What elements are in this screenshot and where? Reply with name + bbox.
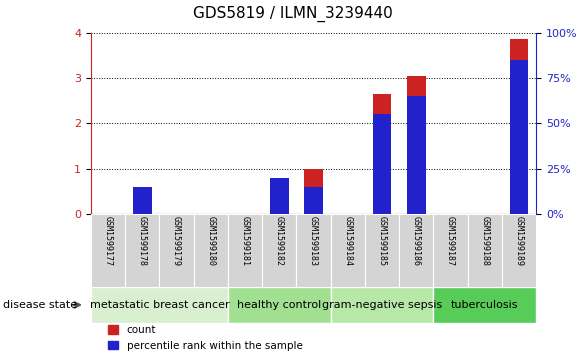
Bar [91,287,228,323]
Bar [297,214,331,287]
Text: gram-negative sepsis: gram-negative sepsis [322,300,442,310]
Text: GSM1599179: GSM1599179 [172,216,181,266]
Text: GSM1599186: GSM1599186 [412,216,421,266]
Text: GSM1599184: GSM1599184 [343,216,352,266]
Text: GSM1599177: GSM1599177 [104,216,113,266]
Bar [304,187,323,214]
Text: GDS5819 / ILMN_3239440: GDS5819 / ILMN_3239440 [193,5,393,22]
Bar [399,214,434,287]
Bar [331,287,434,323]
Bar [228,214,262,287]
Text: metastatic breast cancer: metastatic breast cancer [90,300,229,310]
Legend: count, percentile rank within the sample: count, percentile rank within the sample [108,325,302,351]
Bar [193,214,228,287]
Text: GSM1599180: GSM1599180 [206,216,215,266]
Text: GSM1599189: GSM1599189 [515,216,523,266]
Text: GSM1599187: GSM1599187 [446,216,455,266]
Bar [434,287,536,323]
Text: disease state: disease state [3,300,77,310]
Bar [133,200,152,214]
Bar [159,214,193,287]
Text: tuberculosis: tuberculosis [451,300,519,310]
Bar [270,178,289,214]
Text: GSM1599183: GSM1599183 [309,216,318,266]
Bar [304,169,323,214]
Bar [262,214,297,287]
Text: GSM1599178: GSM1599178 [138,216,146,266]
Bar [125,214,159,287]
Bar [434,214,468,287]
Text: GSM1599182: GSM1599182 [275,216,284,266]
Bar [365,214,399,287]
Bar [407,96,425,214]
Bar [407,76,425,214]
Bar [468,214,502,287]
Text: GSM1599185: GSM1599185 [377,216,387,266]
Bar [270,178,289,214]
Bar [502,214,536,287]
Text: healthy control: healthy control [237,300,321,310]
Bar [228,287,331,323]
Bar [331,214,365,287]
Bar [510,40,529,214]
Text: GSM1599181: GSM1599181 [240,216,250,266]
Bar [373,114,391,214]
Bar [133,187,152,214]
Bar [510,60,529,214]
Text: GSM1599188: GSM1599188 [481,216,489,266]
Bar [373,94,391,214]
Bar [91,214,125,287]
